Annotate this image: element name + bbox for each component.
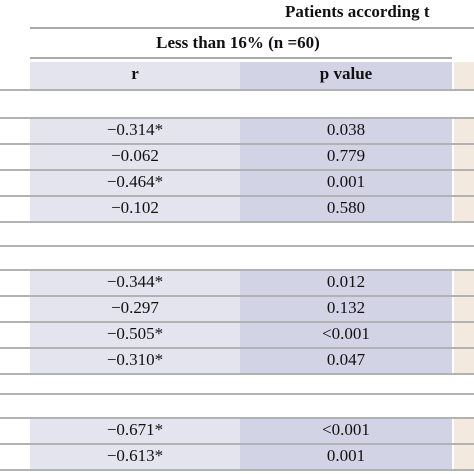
r-value: −0.062	[111, 146, 159, 165]
p-value: 0.580	[327, 198, 365, 217]
p-cell	[240, 349, 452, 373]
header-cell	[454, 62, 474, 89]
r-value: −0.671*	[107, 420, 163, 439]
r-cell	[30, 419, 240, 443]
clipped-cell	[454, 349, 474, 373]
column-header: r	[131, 64, 139, 83]
p-value: 0.001	[327, 446, 365, 465]
p-value: 0.047	[327, 350, 366, 369]
clipped-cell	[454, 271, 474, 295]
p-cell	[240, 297, 452, 321]
p-value: 0.038	[327, 120, 365, 139]
clipped-cell	[454, 419, 474, 443]
r-value: −0.310*	[107, 350, 163, 369]
table-title: Patients according t	[285, 2, 430, 21]
r-cell	[30, 271, 240, 295]
r-cell	[30, 171, 240, 195]
r-cell	[30, 323, 240, 347]
p-cell	[240, 171, 452, 195]
p-cell	[240, 145, 452, 169]
p-cell	[240, 119, 452, 143]
p-cell	[240, 445, 452, 469]
header-cell	[30, 62, 240, 89]
p-value: 0.012	[327, 272, 365, 291]
r-cell	[30, 349, 240, 373]
header-cell	[240, 62, 452, 89]
p-value: 0.779	[327, 146, 365, 165]
p-cell	[240, 271, 452, 295]
r-cell	[30, 119, 240, 143]
r-value: −0.613*	[107, 446, 163, 465]
clipped-cell	[454, 197, 474, 221]
r-value: −0.102	[111, 198, 159, 217]
p-value: 0.132	[327, 298, 365, 317]
p-cell	[240, 197, 452, 221]
group-header: Less than 16% (n =60)	[156, 33, 320, 52]
p-value: <0.001	[322, 324, 370, 343]
p-cell	[240, 323, 452, 347]
r-cell	[30, 145, 240, 169]
clipped-cell	[454, 171, 474, 195]
p-value: 0.001	[327, 172, 365, 191]
clipped-cell	[454, 297, 474, 321]
r-value: −0.297	[111, 298, 159, 317]
clipped-cell	[454, 145, 474, 169]
p-cell	[240, 419, 452, 443]
r-value: −0.344*	[107, 272, 163, 291]
r-cell	[30, 297, 240, 321]
r-value: −0.464*	[107, 172, 163, 191]
r-cell	[30, 197, 240, 221]
clipped-cell	[454, 323, 474, 347]
p-value: <0.001	[322, 420, 370, 439]
clipped-cell	[454, 119, 474, 143]
clipped-cell	[454, 445, 474, 469]
column-header: p value	[320, 64, 373, 83]
r-value: −0.314*	[107, 120, 163, 139]
r-cell	[30, 445, 240, 469]
r-value: −0.505*	[107, 324, 163, 343]
table-body: −0.314* 0.038 −0.062 0.779 −0.464* 0.001 −0.10…	[0, 89, 474, 471]
